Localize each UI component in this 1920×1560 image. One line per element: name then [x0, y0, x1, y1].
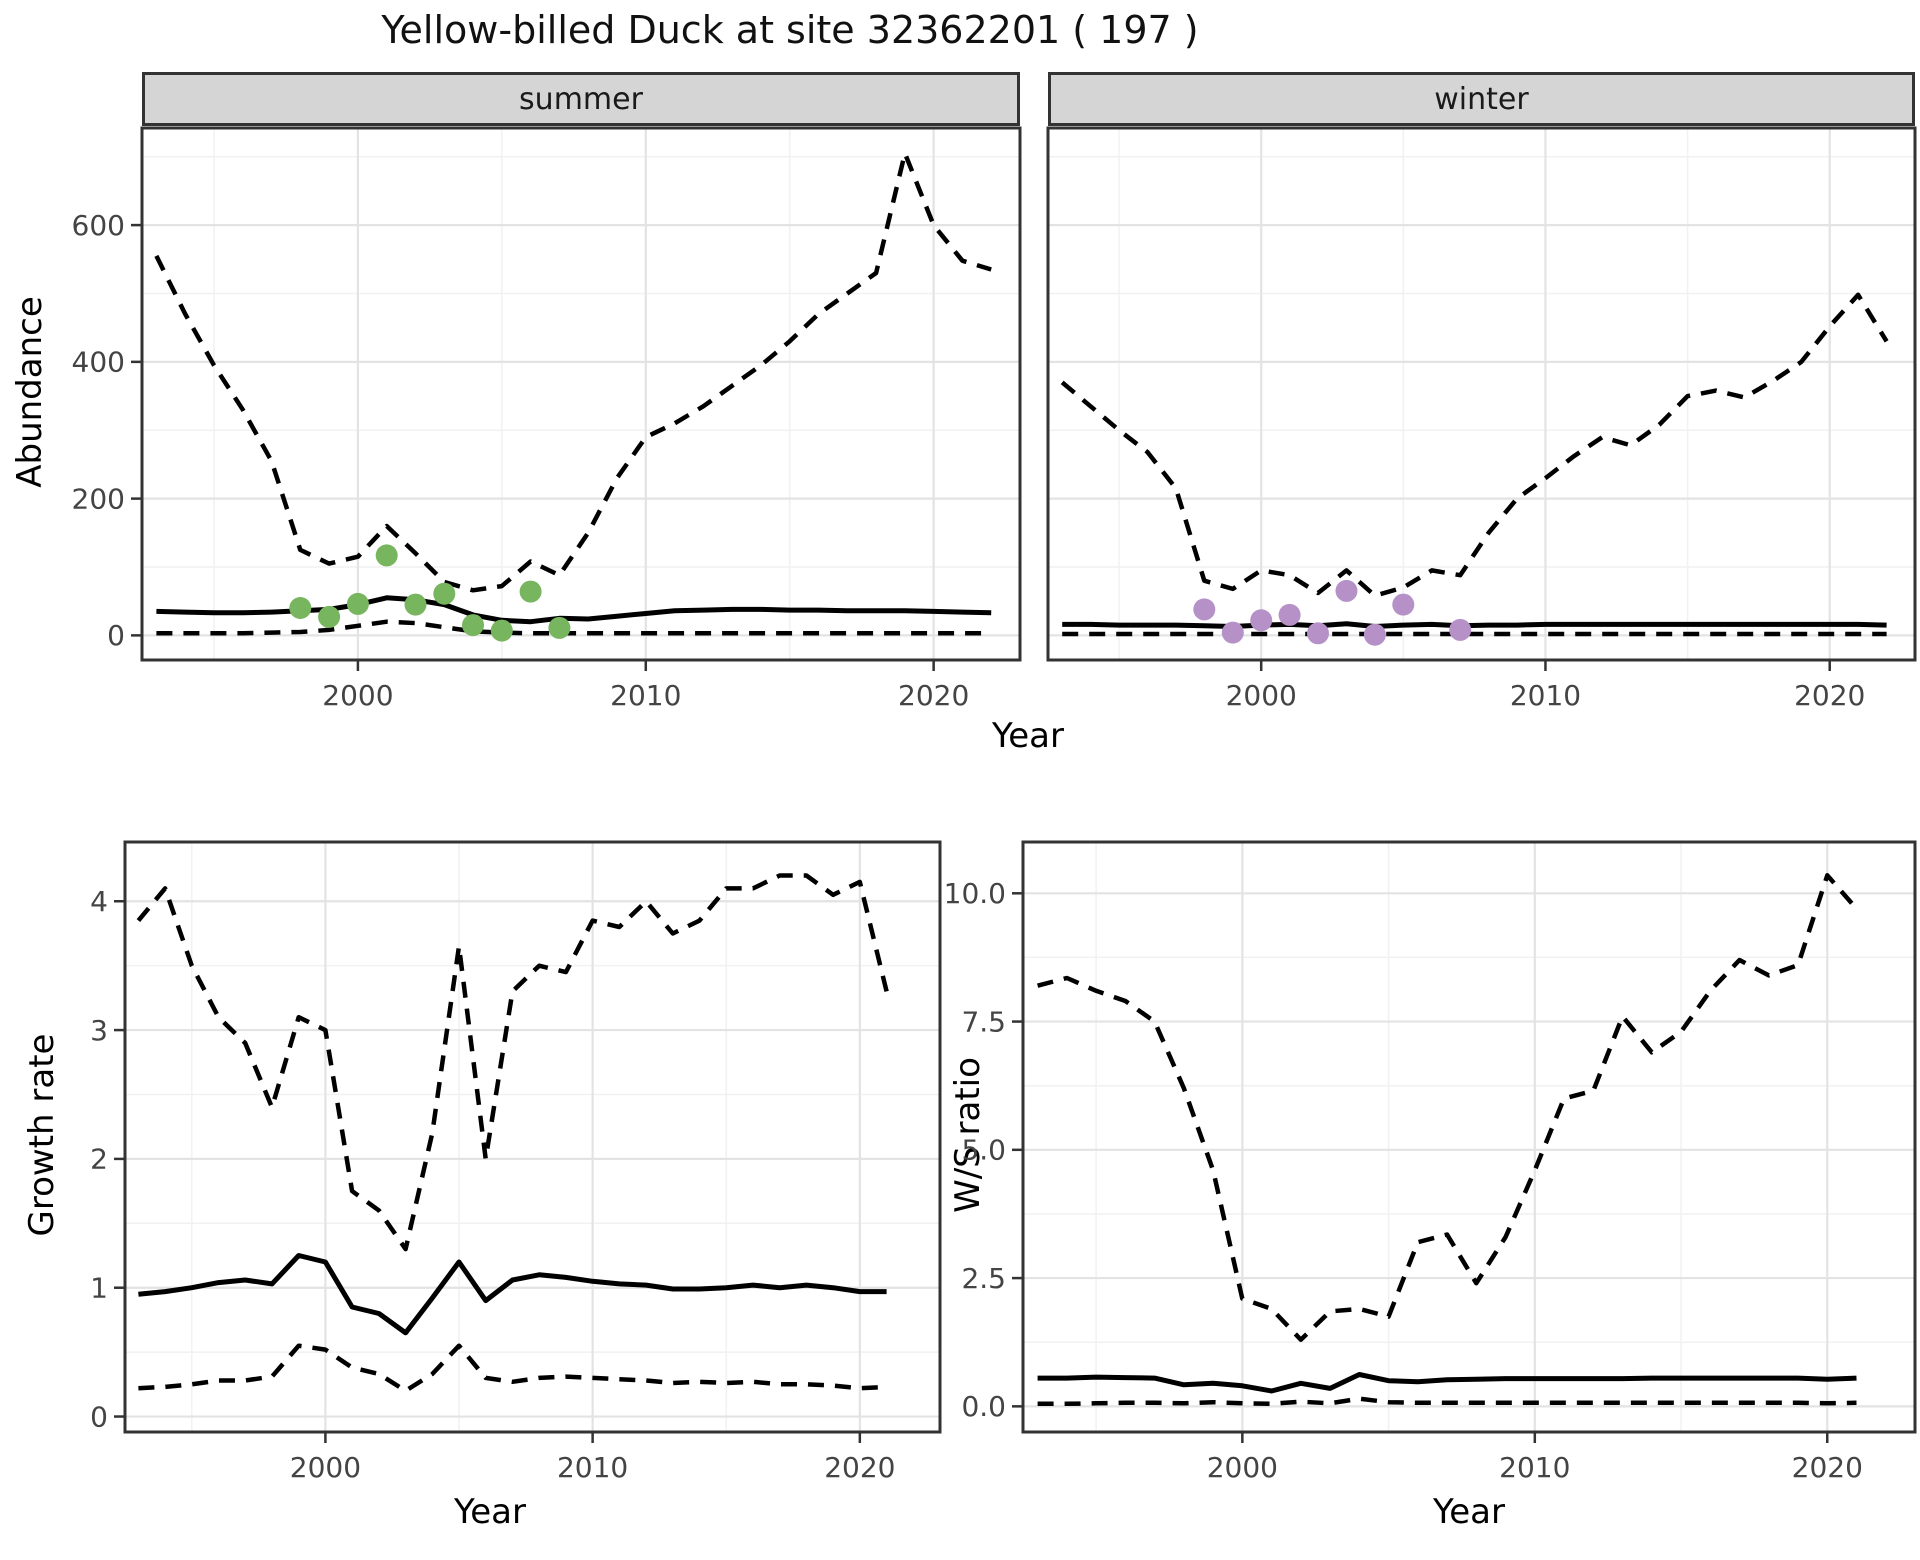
plot-title: Yellow-billed Duck at site 32362201 ( 19… [381, 8, 1199, 52]
facet-strip-winter: winter [1048, 72, 1915, 126]
upper-95ci-line [136, 873, 889, 1252]
y-tick-label: 10.0 [944, 877, 1006, 910]
median-line [1037, 1372, 1857, 1394]
observation-point [1193, 598, 1216, 621]
x-tick-label: 2020 [824, 1451, 895, 1484]
observation-point [1363, 623, 1386, 646]
x-tick-label: 2020 [1792, 1451, 1863, 1484]
observation-point [404, 593, 427, 616]
x-tick-label: 2000 [1226, 679, 1297, 712]
observation-point [548, 616, 571, 639]
y-tick-label: 1 [90, 1272, 108, 1305]
panel-border [1021, 840, 1917, 1434]
y-tick-label: 2.5 [961, 1262, 1006, 1295]
y-tick-label: 3 [90, 1014, 108, 1047]
median-line [156, 595, 992, 625]
y-tick-label: 5.0 [961, 1134, 1006, 1167]
y-tick-label: 600 [72, 209, 125, 242]
x-tick-label: 2020 [898, 679, 969, 712]
x-tick-label: 2000 [322, 679, 393, 712]
x-tick-label: 2000 [1207, 1451, 1278, 1484]
y-axis-title-abundance: Abundance [10, 296, 50, 488]
y-tick-label: 200 [72, 482, 125, 515]
upper-95ci-line [1037, 873, 1859, 1342]
y-tick-label: 0 [90, 1400, 108, 1433]
y-tick-label: 400 [72, 346, 125, 379]
x-tick-label: 2010 [1510, 679, 1581, 712]
observation-point [1392, 593, 1415, 616]
observation-point [1307, 622, 1329, 645]
abundance-winter-chart: 2000 2010 2020 [1046, 126, 1917, 712]
observation-point [433, 582, 456, 605]
y-tick-label: 2 [90, 1143, 108, 1176]
facet-strip-summer-label: summer [519, 81, 643, 117]
y-tick-label: 0.0 [961, 1390, 1006, 1423]
facet-strip-winter-label: winter [1434, 81, 1529, 117]
abundance-summer-chart: 2000 2010 2020 0 200 400 600 [72, 126, 1022, 712]
facet-strip-summer: summer [142, 72, 1020, 126]
median-line [1062, 621, 1887, 629]
observation-point [462, 614, 484, 637]
observation-point [346, 592, 369, 615]
observation-point [1449, 618, 1472, 641]
y-tick-label: 7.5 [961, 1005, 1006, 1038]
upper-95ci-line [154, 151, 992, 593]
y-tick-label: 4 [90, 885, 108, 918]
observation-point [1221, 621, 1244, 644]
panel-border [1046, 126, 1917, 662]
x-tick-label: 2010 [1499, 1451, 1570, 1484]
panel-border [140, 126, 1022, 662]
x-axis-title-year-top: Year [992, 716, 1064, 756]
upper-95ci-line [1060, 292, 1889, 598]
ws-ratio-chart: 2000 2010 2020 0.0 2.5 5.0 7.5 10.0 [944, 840, 1917, 1484]
x-tick-label: 2020 [1794, 679, 1865, 712]
lower-95ci-line [1037, 1396, 1857, 1407]
observation-point [519, 580, 542, 603]
observation-point [490, 619, 513, 642]
observation-point [1278, 603, 1301, 626]
observation-point [1250, 609, 1273, 632]
x-tick-label: 2010 [557, 1451, 628, 1484]
y-tick-label: 0 [107, 619, 125, 652]
x-tick-label: 2010 [610, 679, 681, 712]
x-tick-label: 2000 [290, 1451, 361, 1484]
lower-95ci-line [138, 1343, 887, 1394]
x-axis-title-year-growth: Year [454, 1492, 526, 1532]
observation-point [375, 544, 398, 567]
observation-point [1335, 579, 1358, 602]
growth-rate-chart: 2000 2010 2020 0 1 2 3 4 [90, 840, 942, 1484]
observation-point [289, 597, 312, 619]
panel-border [123, 840, 942, 1434]
observation-point [318, 605, 341, 628]
lower-95ci-line [156, 619, 992, 636]
x-axis-title-year-ws: Year [1433, 1492, 1505, 1532]
median-line [138, 1253, 887, 1336]
